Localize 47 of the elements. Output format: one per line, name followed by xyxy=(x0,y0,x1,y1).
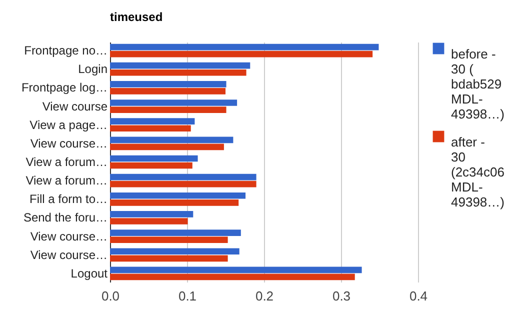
bar xyxy=(110,125,191,132)
y-tick-label: Login xyxy=(78,62,108,76)
bar xyxy=(110,118,195,124)
bar xyxy=(110,162,192,169)
y-tick-label: Frontpage no… xyxy=(24,44,108,58)
bar xyxy=(110,44,379,50)
y-tick-label: View course… xyxy=(30,229,108,244)
bar xyxy=(110,100,238,106)
y-tick-label: View course… xyxy=(30,248,108,262)
bar xyxy=(110,50,373,58)
legend-label: before - 30 ( bdab529 MDL-49398…) xyxy=(451,46,504,122)
bar xyxy=(110,230,241,236)
bar xyxy=(110,248,240,255)
legend-label: after - 30 (2c34c06 MDL-49398…) xyxy=(451,134,504,210)
bar xyxy=(110,274,355,280)
bar xyxy=(110,211,194,218)
bar xyxy=(110,266,362,274)
y-tick-label: View a page… xyxy=(30,118,108,132)
y-tick-label: View course xyxy=(42,99,108,114)
bar xyxy=(110,144,224,150)
bar xyxy=(110,174,256,180)
bar xyxy=(110,200,239,206)
y-tick-label: View a forum… xyxy=(26,155,108,169)
y-tick-label: View course… xyxy=(30,136,108,150)
y-tick-label: Frontpage log… xyxy=(21,80,108,95)
bar xyxy=(110,180,256,188)
y-tick-label: Send the foru… xyxy=(23,210,108,225)
bar xyxy=(110,136,234,144)
bar xyxy=(110,255,228,262)
bar xyxy=(110,88,226,94)
x-tick-label: 0.0 xyxy=(101,288,120,304)
y-tick-label: View a forum… xyxy=(26,174,108,188)
x-tick-label: 0.3 xyxy=(332,288,351,304)
bar xyxy=(110,69,246,76)
bar xyxy=(110,106,226,113)
y-tick-label: Logout xyxy=(70,266,108,280)
bar xyxy=(110,81,226,88)
x-tick-label: 0.1 xyxy=(178,288,197,304)
bar xyxy=(110,236,228,243)
y-tick-label: Fill a form to… xyxy=(29,192,108,206)
bar xyxy=(110,155,198,162)
x-tick-label: 0.4 xyxy=(409,288,428,304)
bar xyxy=(110,192,246,199)
bar xyxy=(110,62,250,69)
bar xyxy=(110,218,188,224)
x-tick-label: 0.2 xyxy=(255,288,274,304)
chart-title: timeused xyxy=(110,10,163,24)
